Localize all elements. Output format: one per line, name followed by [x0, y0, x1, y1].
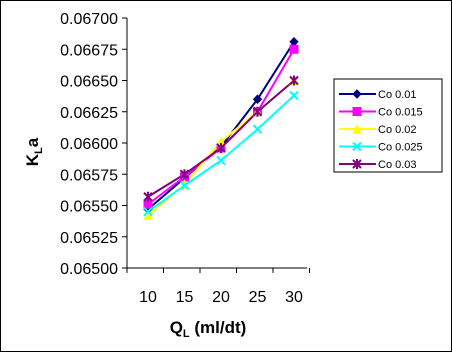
legend-label: Co 0.03 — [378, 159, 417, 171]
y-tick-label: 0.06675 — [60, 42, 118, 59]
y-tick-label: 0.06550 — [60, 199, 118, 216]
x-tick-label: 25 — [249, 289, 267, 306]
data-point — [216, 155, 226, 166]
series-markers — [143, 37, 299, 220]
x-tick-labels: 10 15 20 25 30 — [139, 289, 303, 306]
y-tick-label: 0.06500 — [60, 261, 118, 278]
data-point — [179, 180, 190, 191]
marker-stroke — [216, 155, 226, 166]
data-point — [289, 75, 299, 86]
chart-axes — [122, 17, 310, 273]
plot-area — [127, 18, 307, 268]
x-tick-label: 30 — [285, 289, 303, 306]
legend-label: Co 0.01 — [378, 89, 417, 101]
y-axis-title: KLa — [23, 137, 45, 166]
y-tick-label: 0.06650 — [60, 74, 118, 91]
marker-stroke — [352, 141, 362, 152]
legend-label: Co 0.015 — [378, 107, 423, 119]
data-point — [143, 191, 153, 202]
data-point — [289, 90, 299, 101]
data-point — [143, 210, 153, 220]
data-point — [252, 124, 263, 134]
y-tick-label: 0.06625 — [60, 105, 118, 122]
x-axis-title-main: Q — [170, 318, 183, 337]
data-point — [216, 143, 226, 153]
y-axis-title-main: K — [23, 153, 42, 166]
marker-stroke — [179, 180, 190, 191]
marker-stroke — [252, 124, 263, 134]
y-tick-label: 0.06600 — [60, 136, 118, 153]
legend-marker — [352, 123, 362, 134]
y-axis-title-rest: a — [23, 137, 42, 147]
marker-stroke — [143, 207, 153, 217]
data-point — [179, 169, 190, 180]
legend-marker — [352, 89, 362, 99]
legend-marker — [352, 107, 362, 116]
x-tick-label: 15 — [176, 289, 194, 306]
data-point — [289, 44, 299, 54]
legend-label: Co 0.025 — [378, 142, 423, 154]
legend-label: Co 0.02 — [378, 124, 417, 136]
y-tick-labels: 0.06500 0.06525 0.06550 0.06575 0.06600 0.066… — [60, 11, 118, 278]
data-point — [143, 207, 153, 217]
y-axis-title-subscript: L — [33, 147, 45, 154]
marker-stroke — [289, 90, 299, 101]
y-tick-label: 0.06525 — [60, 230, 118, 247]
x-axis-title-subscript: L — [183, 328, 190, 340]
y-tick-label: 0.06700 — [60, 11, 118, 28]
data-point — [252, 94, 263, 104]
legend: Co 0.01 Co 0.015 Co 0.02 Co 0.025 Co 0.03 — [333, 78, 443, 173]
x-axis-title: QL (ml/dt) — [170, 318, 247, 340]
legend-marker — [352, 141, 362, 152]
legend-marker — [352, 159, 362, 169]
x-tick-label: 10 — [139, 289, 157, 306]
data-point — [252, 106, 263, 117]
y-tick-label: 0.06575 — [60, 167, 118, 184]
x-tick-label: 20 — [212, 289, 230, 306]
x-axis-title-unit: (ml/dt) — [190, 318, 247, 337]
